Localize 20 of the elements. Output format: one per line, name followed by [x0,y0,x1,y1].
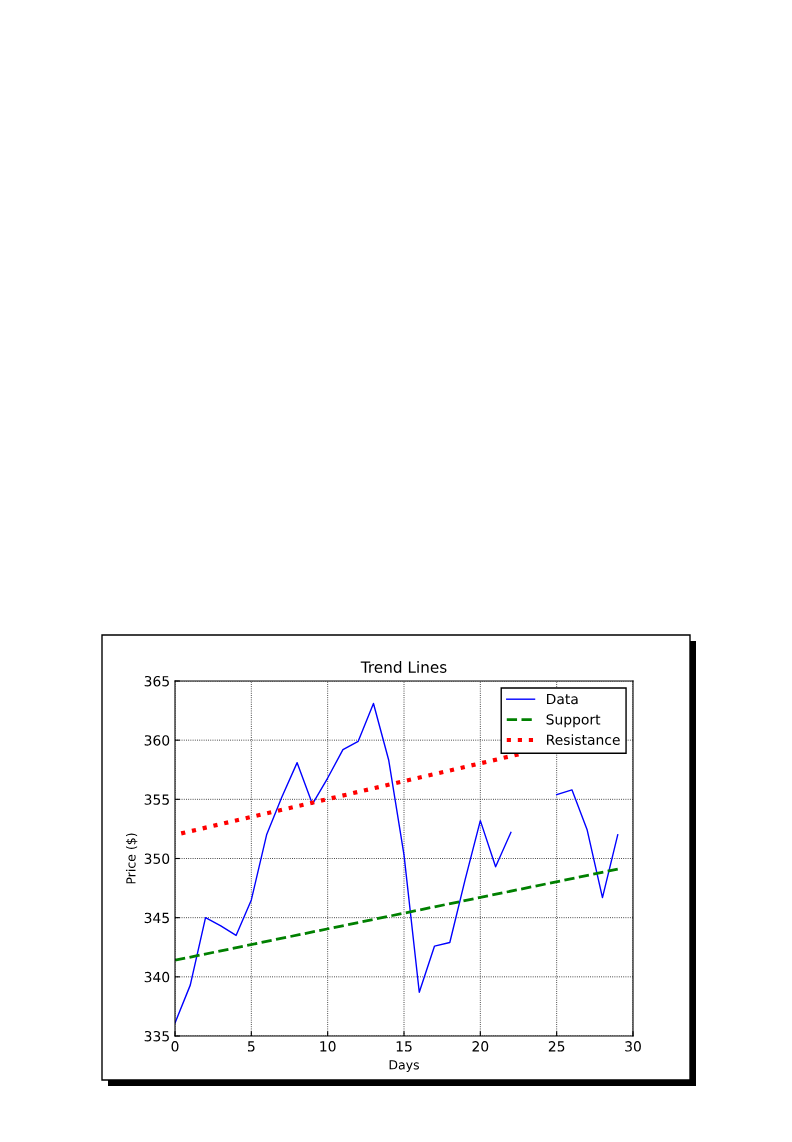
x-tick-label: 15 [396,1041,412,1052]
legend-label: Data [547,693,578,705]
y-tick-label: 340 [144,971,170,983]
x-tick-label: 25 [548,1041,565,1052]
y-tick-label: 345 [144,912,169,924]
chart-title: Trend Lines [360,661,447,673]
y-tick-label: 350 [144,853,170,864]
x-axis-title: Days [389,1060,419,1072]
y-tick-label: 365 [144,675,169,687]
x-tick-label: 30 [625,1041,641,1052]
x-tick-label: 10 [320,1041,336,1052]
x-tick-label: 0 [171,1041,179,1052]
x-tick-label: 5 [247,1041,255,1052]
y-tick-label: 355 [144,794,169,805]
x-tick-label: 20 [472,1041,489,1052]
legend-label: Resistance [547,734,620,746]
legend-label: Support [546,714,601,728]
y-tick-label: 360 [144,735,170,746]
y-axis-title: Price ($) [125,833,138,884]
y-tick-label: 335 [144,1030,169,1042]
